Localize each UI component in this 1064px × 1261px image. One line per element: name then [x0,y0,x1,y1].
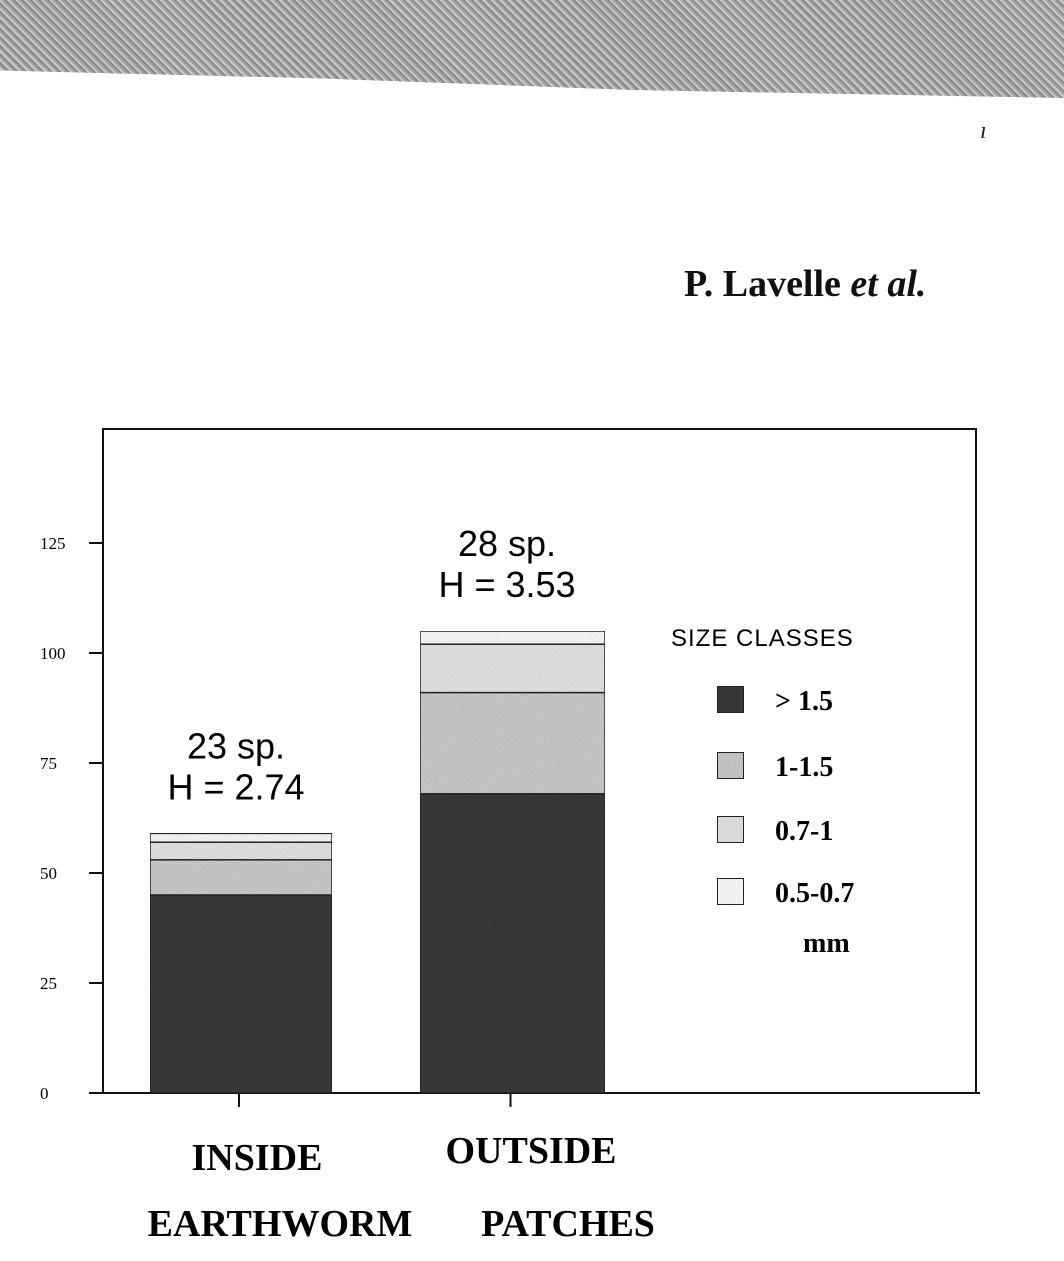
bar-annotations: 23 sp.H = 2.74 28 sp.H = 3.53 [167,523,575,807]
y-tick-label: 100 [40,644,66,663]
legend-swatch [716,815,745,844]
legend-entry-label: > 1.5 [775,686,833,717]
legend-swatch [716,751,745,780]
bar-segment [419,793,606,1094]
y-tick-label: 0 [40,1084,49,1103]
y-tick-label: 125 [40,534,66,553]
bar-segment [419,691,606,795]
legend-swatch [716,685,745,714]
legend-swatch [716,877,745,906]
scan-mark: ı [980,118,987,144]
species-count-label: 23 sp. [187,725,285,766]
category-labels: INSIDE OUTSIDE EARTHWORM PATCHES [148,1130,655,1245]
legend-title: SIZE CLASSES [671,625,854,652]
author-name: P. Lavelle [684,263,841,305]
bar-segment [149,859,333,896]
bar-segment [419,643,606,694]
y-tick-label: 25 [40,974,57,993]
axis-caption-word: PATCHES [481,1203,655,1245]
author-etal: et al. [850,263,927,305]
axis-caption-word: EARTHWORM [148,1203,413,1245]
bar-segment [149,841,333,861]
x-axis-ticks [238,1093,512,1107]
bar-segment [419,630,606,645]
author-line: P. Lavelle et al. [684,262,926,306]
diversity-index-label: H = 3.53 [438,564,575,605]
bar-segment [149,894,333,1094]
y-tick-label: 75 [40,754,57,773]
category-label: INSIDE [192,1137,323,1179]
bars-group [149,630,606,1094]
y-tick-label: 50 [40,864,57,883]
legend-entry-label: 1-1.5 [775,752,833,783]
category-label: OUTSIDE [445,1130,616,1172]
species-count-label: 28 sp. [458,523,556,564]
bar-segment [149,832,333,843]
y-axis: 0 25 50 75 100 125 [40,534,103,1103]
legend-entry-label: 0.5-0.7 [775,878,854,909]
legend-entry-label: 0.7-1 [775,816,833,847]
diversity-index-label: H = 2.74 [167,766,304,807]
legend: SIZE CLASSES > 1.5 1-1.5 0.7-1 0.5-0.7 mm [671,625,854,959]
legend-unit: mm [803,928,850,959]
